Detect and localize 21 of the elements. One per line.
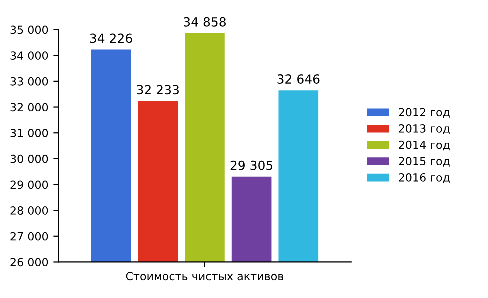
y-tick-label: 31 000 [10, 129, 48, 138]
data-label: 29 305 [230, 160, 273, 170]
data-label: 34 858 [184, 17, 226, 27]
y-tick-label: 32 000 [10, 103, 48, 112]
legend-label: 2013 год [399, 124, 450, 134]
y-tick-label: 33 000 [10, 77, 48, 86]
y-tick-label: 34 000 [10, 52, 48, 60]
legend-label: 2015 год [399, 157, 450, 167]
y-tick-label: 26 000 [10, 258, 48, 267]
data-label: 32 233 [137, 85, 179, 95]
x-tick-label: Стоимость чистых активов [126, 272, 284, 281]
legend-label: 2014 год [399, 140, 450, 151]
y-tick-label: 35 000 [10, 26, 48, 34]
y-tick-label: 29 000 [10, 180, 48, 190]
y-tick-label: 28 000 [10, 206, 48, 215]
y-tick-label: 30 000 [10, 154, 48, 164]
y-tick-label: 27 000 [10, 232, 48, 241]
data-label: 32 646 [278, 74, 320, 84]
legend-label: 2016 год [399, 173, 450, 184]
legend-label: 2012 год [399, 108, 450, 118]
data-label: 34 226 [90, 34, 132, 44]
